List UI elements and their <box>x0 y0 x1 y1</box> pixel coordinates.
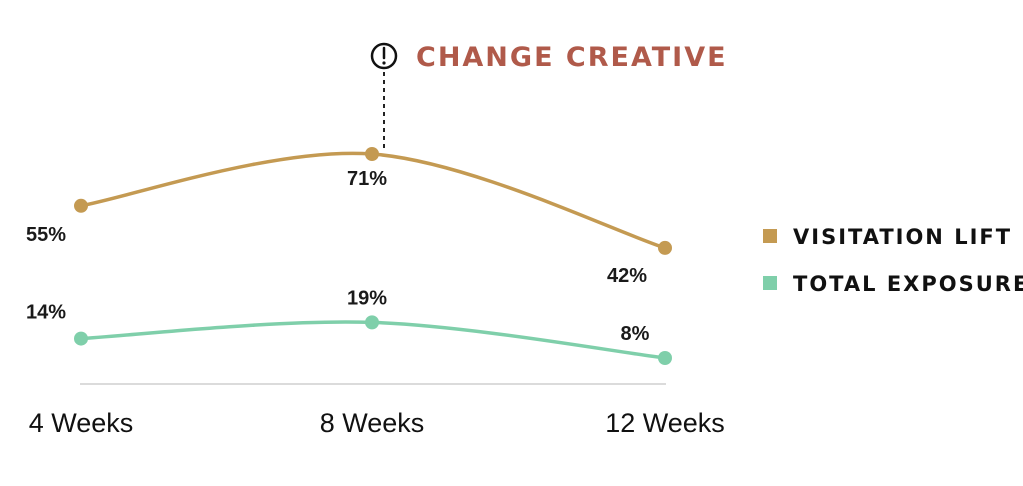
data-label-total-exposure: 14% <box>26 302 66 324</box>
legend-label-total-exposure: TOTAL EXPOSURE <box>793 272 1023 296</box>
x-tick-label: 4 Weeks <box>29 408 134 438</box>
data-point-visitation-lift <box>658 240 672 255</box>
annotation-change-creative: CHANGE CREATIVE <box>370 42 728 150</box>
data-point-total-exposure <box>658 351 672 365</box>
exclamation-circle-icon <box>370 42 398 70</box>
data-label-visitation-lift: 55% <box>26 224 66 246</box>
data-point-visitation-lift <box>365 147 379 161</box>
legend-swatch-visitation-lift <box>763 229 777 243</box>
legend-swatch-total-exposure <box>763 276 777 290</box>
annotation-text: CHANGE CREATIVE <box>416 42 728 73</box>
data-label-total-exposure: 19% <box>347 287 387 309</box>
data-label-visitation-lift: 42% <box>607 265 647 287</box>
x-axis-ticks: 4 Weeks 8 Weeks 12 Weeks <box>29 408 725 438</box>
legend: VISITATION LIFT TOTAL EXPOSURE <box>763 225 1023 296</box>
data-label-visitation-lift: 71% <box>347 168 387 190</box>
data-point-visitation-lift <box>74 198 88 213</box>
x-tick-label: 8 Weeks <box>320 408 425 438</box>
data-point-total-exposure <box>74 331 88 346</box>
legend-label-visitation-lift: VISITATION LIFT <box>793 225 1012 249</box>
data-point-total-exposure <box>365 315 379 330</box>
data-label-total-exposure: 8% <box>621 323 650 345</box>
x-tick-label: 12 Weeks <box>605 408 725 438</box>
series-layer: 55% 71% 42% 14% 19% 8% <box>26 147 672 365</box>
